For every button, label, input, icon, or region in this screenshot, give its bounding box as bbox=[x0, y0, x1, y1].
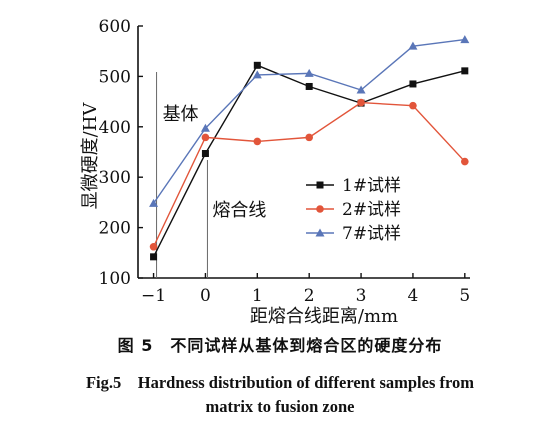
chart-axes: 100 200 300 400 500 600 −1 0 1 2 3 4 5 距熔合线距离/mm 显微硬度/… bbox=[80, 17, 470, 327]
annotation-matrix: 基体 bbox=[163, 104, 199, 125]
x-tick-label: 0 bbox=[200, 286, 211, 306]
data-point bbox=[305, 82, 313, 90]
y-tick-label: 500 bbox=[99, 67, 131, 87]
legend-label: 7#试样 bbox=[342, 224, 401, 244]
data-point bbox=[305, 133, 313, 142]
legend-label: 2#试样 bbox=[342, 200, 401, 220]
data-point bbox=[461, 67, 469, 75]
x-axis-title: 距熔合线距离/mm bbox=[250, 306, 398, 327]
data-point bbox=[409, 80, 417, 88]
data-point bbox=[201, 133, 210, 142]
y-tick-label: 200 bbox=[99, 219, 131, 239]
y-tick-label: 100 bbox=[99, 269, 131, 289]
x-tick-label: 3 bbox=[356, 286, 367, 306]
data-point bbox=[356, 85, 366, 94]
series-line bbox=[152, 38, 465, 204]
series-1 bbox=[150, 61, 469, 261]
legend-entry: 7#试样 bbox=[306, 224, 401, 244]
y-tick-label: 400 bbox=[99, 118, 131, 138]
series-3 bbox=[149, 35, 470, 207]
data-point bbox=[408, 41, 418, 50]
legend-marker bbox=[315, 228, 325, 237]
series-line bbox=[152, 101, 466, 248]
x-tick-label: 5 bbox=[459, 286, 470, 306]
x-tick-label: −1 bbox=[141, 286, 166, 306]
data-point bbox=[460, 35, 470, 44]
data-point bbox=[253, 61, 261, 69]
legend-marker bbox=[316, 181, 324, 189]
series-line bbox=[152, 64, 465, 258]
series-2 bbox=[149, 98, 469, 251]
data-point bbox=[304, 68, 314, 77]
x-tick-label: 2 bbox=[304, 286, 315, 306]
data-point bbox=[150, 253, 158, 261]
x-tick-label: 1 bbox=[252, 286, 263, 306]
data-point bbox=[201, 150, 209, 158]
data-point bbox=[253, 137, 262, 146]
data-point bbox=[149, 242, 158, 251]
legend-label: 1#试样 bbox=[342, 176, 401, 196]
figure-caption-english-line2: matrix to fusion zone bbox=[205, 397, 355, 416]
chart-legend: 1#试样 2#试样 7#试样 bbox=[306, 176, 401, 244]
data-point bbox=[357, 98, 365, 107]
figure-caption-english-line1: Fig.5 Hardness distribution of different… bbox=[85, 373, 475, 392]
legend-marker bbox=[316, 205, 324, 213]
x-tick-label: 4 bbox=[408, 286, 419, 306]
chart-series bbox=[149, 35, 470, 261]
y-axis-title: 显微硬度/HV bbox=[80, 102, 101, 210]
data-point bbox=[409, 101, 417, 110]
data-point bbox=[200, 123, 210, 132]
legend-entry: 1#试样 bbox=[306, 176, 401, 196]
y-tick-label: 600 bbox=[99, 17, 131, 37]
data-point bbox=[252, 70, 262, 79]
data-point bbox=[149, 198, 159, 207]
annotation-fusion-line: 熔合线 bbox=[212, 200, 266, 221]
legend-entry: 2#试样 bbox=[306, 200, 401, 220]
hardness-chart: 100 200 300 400 500 600 −1 0 1 2 3 4 5 距熔合线距离/mm 显微硬度/… bbox=[80, 17, 470, 327]
y-tick-label: 300 bbox=[99, 168, 131, 188]
figure-caption-chinese: 图 5 不同试样从基体到熔合区的硬度分布 bbox=[117, 336, 443, 355]
data-point bbox=[461, 157, 469, 166]
